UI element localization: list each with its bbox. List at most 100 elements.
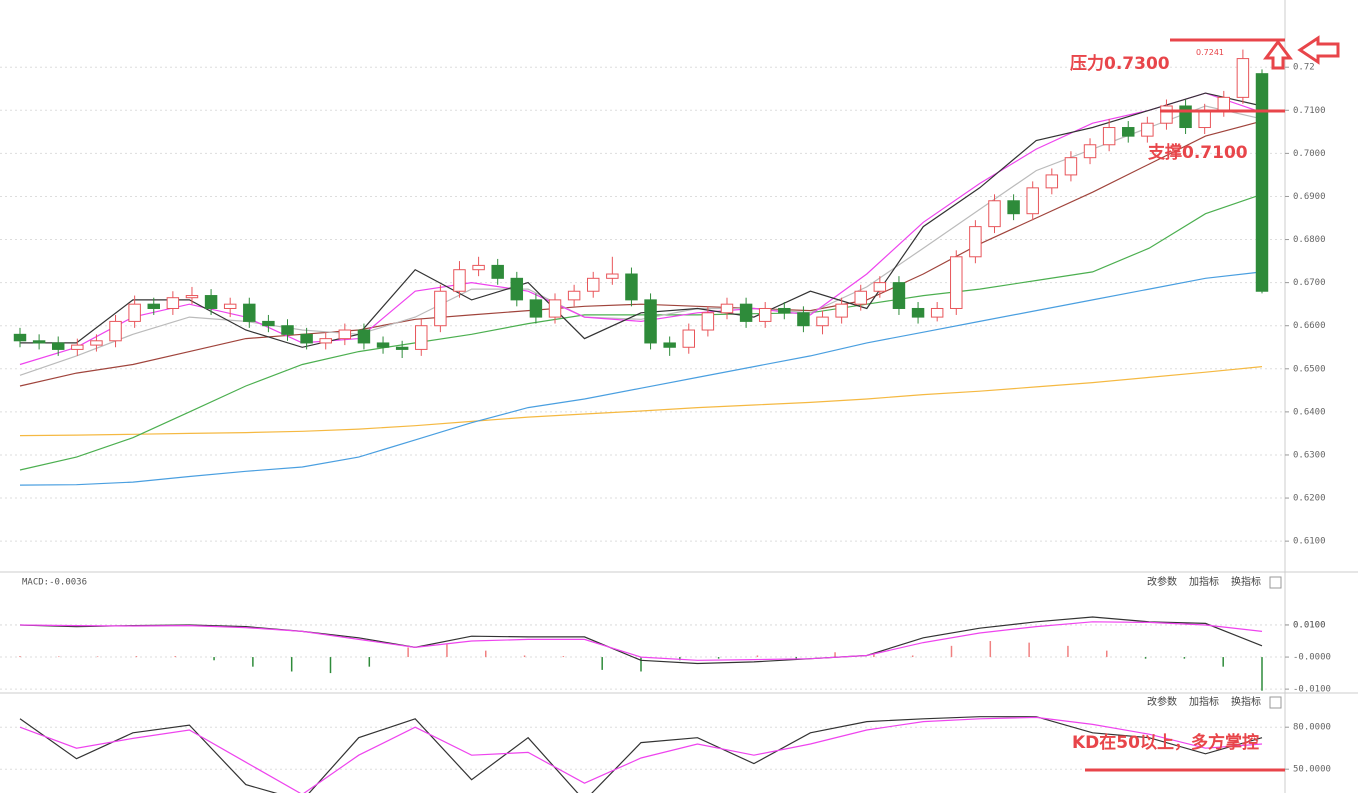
candle-body [892,282,906,309]
line-series [19,716,1263,793]
candle-body [1045,174,1059,189]
candle-body [778,307,791,314]
candle-body [1064,157,1078,176]
y-tick-label: 0.6400 [1293,407,1326,417]
line-series [19,271,1263,486]
y-tick-label: 0.6200 [1293,494,1326,504]
candle-body [586,277,600,292]
arrow-icon [1297,35,1340,65]
candle-body [434,290,447,327]
line-series [19,193,1263,471]
y-tick-label: 0.7000 [1293,149,1326,159]
candle-body [548,299,562,318]
candle-body [185,295,199,299]
candle-body [166,297,180,309]
candle-body [262,320,275,327]
candle-body [758,307,772,322]
y-tick-label: 0.6700 [1293,278,1326,288]
candle-body [453,269,466,292]
y-tick-label: 0.0100 [1293,621,1326,631]
y-tick-label: 50.0000 [1293,765,1331,775]
candle-body [472,264,485,271]
line-series [20,92,1263,348]
candle-body [720,303,734,314]
candle-body [682,329,696,348]
annotation: 支撑0.7100 [1148,142,1248,163]
candle-body [147,303,160,309]
candle-body [32,340,46,344]
candle-body [1198,109,1211,129]
candle-body [90,340,103,346]
indicator-button[interactable]: 改参数 [1147,695,1177,708]
candle-body [395,346,409,350]
candle-body [644,299,657,344]
y-tick-label: 0.6900 [1293,192,1326,202]
y-tick-label: 0.6500 [1293,364,1326,374]
candle-body [319,338,332,344]
candle-body [357,329,371,344]
candle-body [816,316,829,327]
candle-body [300,333,313,344]
line-series [19,92,1263,366]
line-series [19,366,1263,437]
y-tick-label: 0.7100 [1293,106,1326,116]
candle-body [204,295,218,309]
candle-body [1026,187,1039,215]
arrow-icon [1263,39,1293,70]
y-tick-label: 0.6300 [1293,450,1326,460]
y-tick-label: 0.6600 [1293,321,1326,331]
candle-body [223,303,237,309]
candle-body [109,320,122,342]
candle-body [415,325,428,350]
candle-body [606,273,619,279]
y-tick-label: 0.72 [1293,63,1315,73]
candle-body [376,342,390,348]
candle-body [1179,105,1192,129]
line-series [19,105,1263,376]
candle-body [930,307,944,318]
candle-body [491,264,504,279]
candle-body [529,299,543,318]
candle-body [338,329,352,340]
indicator-button[interactable]: 换指标 [1231,575,1261,588]
annotation: KD在50以上，多方掌控 [1072,732,1259,753]
candle-body [1141,122,1154,137]
indicator-button[interactable]: 改参数 [1147,575,1177,588]
candle-body [281,325,294,335]
candle-body [835,303,848,318]
indicator-button[interactable]: 加指标 [1189,695,1219,708]
line-series [19,616,1263,665]
candle-body [663,342,676,348]
close-button[interactable] [1269,576,1282,589]
candle-body [71,344,84,350]
y-tick-label: 80.0000 [1293,723,1331,733]
candle-body [510,277,524,301]
high-label: 0.7241 [1196,48,1224,57]
candle-body [51,342,65,350]
close-button[interactable] [1269,696,1282,709]
candle-body [1122,127,1135,137]
candle-body [797,312,810,327]
indicator-label: MACD:-0.0036 [22,578,87,588]
candle-body [701,312,715,331]
candle-body [873,282,887,292]
macd-panel [0,616,1285,691]
line-series [19,621,1263,661]
candle-body [1102,127,1116,146]
candle-body [1217,96,1231,111]
indicator-button[interactable]: 换指标 [1231,695,1261,708]
y-tick-label: -0.0000 [1293,653,1331,663]
candle-body [1083,144,1097,159]
candle-body [625,273,638,301]
price-panel [0,49,1285,542]
annotation: 压力0.7300 [1070,53,1170,74]
candle-body [13,333,27,342]
candle-body [1236,58,1250,98]
indicator-button[interactable]: 加指标 [1189,575,1219,588]
candle-body [1160,105,1173,124]
candle-body [243,303,256,322]
candle-body [128,303,141,322]
candle-body [567,290,581,301]
y-tick-label: 0.6800 [1293,235,1326,245]
